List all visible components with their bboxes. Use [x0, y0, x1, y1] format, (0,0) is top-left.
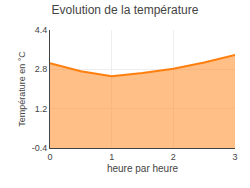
svg-text:heure par heure: heure par heure [107, 163, 179, 174]
svg-text:-0.4: -0.4 [32, 143, 48, 153]
svg-text:4.4: 4.4 [35, 25, 48, 35]
svg-text:2.8: 2.8 [35, 64, 48, 74]
svg-text:2: 2 [171, 152, 176, 162]
svg-text:3: 3 [232, 152, 237, 162]
svg-text:1: 1 [109, 152, 114, 162]
svg-text:1.2: 1.2 [35, 104, 48, 114]
svg-text:Température en °C: Température en °C [17, 51, 27, 127]
svg-text:0: 0 [47, 152, 52, 162]
svg-text:Evolution de la température: Evolution de la température [52, 3, 199, 17]
